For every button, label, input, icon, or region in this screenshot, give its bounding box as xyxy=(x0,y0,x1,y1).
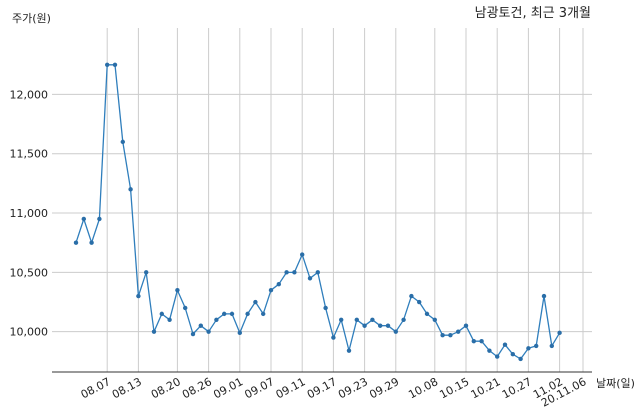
data-point xyxy=(81,216,87,222)
data-point xyxy=(222,311,227,317)
data-point xyxy=(292,270,297,275)
data-point xyxy=(393,329,398,334)
x-tick-label: 09.17 xyxy=(305,375,339,401)
data-point xyxy=(510,352,515,357)
data-point xyxy=(526,346,531,351)
data-point xyxy=(487,348,492,353)
data-point xyxy=(198,323,203,328)
data-point xyxy=(276,282,281,287)
data-point xyxy=(417,299,422,305)
data-point xyxy=(128,187,133,192)
data-point xyxy=(268,287,274,293)
data-point xyxy=(370,317,375,323)
data-point xyxy=(440,333,445,338)
data-point xyxy=(362,323,367,328)
data-point xyxy=(534,343,539,349)
data-point xyxy=(245,311,250,317)
x-tick-label: 09.11 xyxy=(274,375,308,401)
data-point xyxy=(97,216,102,222)
data-point xyxy=(73,240,79,245)
y-axis-title: 주가(원) xyxy=(12,12,51,25)
x-axis-title: 날짜(일) xyxy=(596,376,635,390)
data-point xyxy=(378,323,383,328)
data-point xyxy=(401,317,406,323)
data-point xyxy=(339,317,344,323)
data-point xyxy=(261,311,266,317)
data-point xyxy=(346,348,352,353)
y-tick-label: 11,500 xyxy=(10,148,49,161)
data-point xyxy=(112,62,118,67)
x-tick-label: 08.13 xyxy=(110,375,144,401)
data-point xyxy=(159,311,164,317)
data-point xyxy=(471,338,476,344)
data-point xyxy=(354,317,359,323)
data-point xyxy=(541,293,547,299)
data-point xyxy=(479,338,484,344)
data-point xyxy=(307,276,313,281)
x-tick-label: 10.15 xyxy=(437,375,471,401)
x-tick-label: 10.08 xyxy=(406,375,440,401)
x-tick-label: 09.23 xyxy=(336,375,370,401)
data-point xyxy=(495,354,500,359)
data-point xyxy=(463,323,469,328)
data-point xyxy=(331,335,336,340)
data-point xyxy=(315,270,320,275)
data-point xyxy=(105,62,110,67)
x-tick-label: 10.27 xyxy=(500,375,534,401)
chart-title: 남광토건, 최근 3개월 xyxy=(475,6,591,21)
y-tick-labels: 10,000 10,500 11,000 11,500 12,000 xyxy=(10,88,49,338)
data-series xyxy=(73,62,562,362)
data-point xyxy=(175,287,180,293)
data-point xyxy=(409,293,414,299)
data-point xyxy=(214,317,219,323)
grid xyxy=(52,28,592,372)
data-point xyxy=(190,331,196,337)
x-tick-label: 10.21 xyxy=(469,375,503,401)
data-point xyxy=(284,270,289,275)
data-point xyxy=(144,270,149,275)
data-point xyxy=(183,305,188,311)
data-point xyxy=(206,329,211,334)
data-point xyxy=(456,329,461,334)
x-tick-label: 08.20 xyxy=(149,375,183,401)
series-line xyxy=(75,64,561,360)
x-tick-label: 09.29 xyxy=(367,375,401,401)
data-point xyxy=(518,356,523,362)
data-point xyxy=(448,333,453,338)
data-point xyxy=(385,323,391,328)
data-point xyxy=(557,330,562,336)
data-point xyxy=(300,252,305,257)
data-point xyxy=(253,299,258,305)
data-point xyxy=(424,311,430,317)
x-tick-label: 09.01 xyxy=(211,375,245,401)
data-point xyxy=(323,305,328,311)
data-point xyxy=(89,240,94,245)
data-point xyxy=(229,311,235,317)
x-tick-label: 08.07 xyxy=(79,375,113,401)
y-tick-label: 10,500 xyxy=(10,266,49,279)
data-point xyxy=(432,317,437,323)
x-tick-label: 08.26 xyxy=(180,375,214,401)
y-tick-label: 12,000 xyxy=(10,88,49,101)
x-tick-label: 09.07 xyxy=(242,375,276,401)
data-point xyxy=(151,329,157,334)
y-tick-label: 10,000 xyxy=(10,326,49,339)
data-point xyxy=(136,293,141,299)
y-tick-label: 11,000 xyxy=(10,207,49,220)
data-point xyxy=(549,343,554,349)
data-point xyxy=(237,330,242,336)
data-point xyxy=(167,317,172,323)
data-point xyxy=(502,342,508,347)
data-point xyxy=(120,139,126,145)
